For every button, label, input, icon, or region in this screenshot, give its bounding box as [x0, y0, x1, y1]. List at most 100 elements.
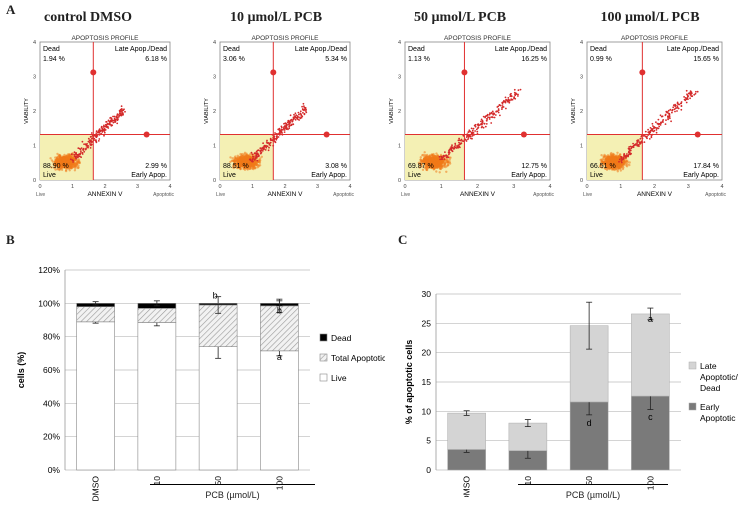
scatter-dot — [612, 157, 615, 161]
scatter-dot — [668, 116, 671, 118]
scatter-dot — [457, 146, 460, 149]
scatter-dot — [72, 165, 75, 168]
scatter-dot — [629, 149, 632, 152]
scatter-dot — [603, 161, 607, 165]
gate-handle-right — [694, 131, 701, 138]
scatter-dot — [496, 106, 499, 108]
scatter-dot — [497, 109, 500, 112]
flow-plot-50: APOPTOSIS PROFILE Dead 1.13 % Late Apop./De… — [389, 35, 554, 198]
scatter-dot — [438, 164, 441, 167]
scatter-dot — [432, 162, 436, 165]
y-tick-label: 120% — [38, 265, 60, 275]
scatter-dot — [69, 166, 72, 169]
scatter-dot — [614, 155, 618, 158]
scatter-dot — [686, 94, 689, 97]
scatter-dot — [299, 116, 301, 119]
scatter-dot — [659, 114, 662, 117]
bar-late-apoptotic-dead — [508, 422, 548, 451]
bar-late-apoptotic-dead — [447, 412, 486, 450]
chart-b: 0% 20% 40% 60% 80% 100% 120% cells (%) control D… — [16, 265, 385, 502]
scatter-dot — [689, 90, 692, 93]
x-tick-label: 50 — [213, 476, 223, 486]
scatter-dot — [514, 94, 517, 97]
scatter-dot — [492, 112, 495, 115]
scatter-dot — [85, 148, 87, 150]
scatter-dot — [249, 159, 252, 162]
scatter-dot — [100, 126, 103, 129]
bar-late-apoptotic-dead — [631, 313, 670, 397]
scatter-points — [598, 89, 699, 173]
quadrant-early-label: Early Apop. — [131, 172, 167, 179]
scatter-dot — [622, 159, 625, 162]
scatter-dot — [475, 128, 478, 131]
scatter-dot — [239, 152, 242, 156]
chart-b-xlabel: PCB (µmol/L) — [205, 490, 260, 500]
y-tick-label: 0 — [213, 178, 216, 184]
x-left-label: Live — [401, 192, 410, 198]
x-tick-label: 1 — [71, 184, 74, 190]
scatter-dot — [472, 127, 475, 130]
y-tick-label: 3 — [213, 75, 216, 81]
quadrant-dead-pct: 0.99 % — [590, 56, 612, 63]
scatter-dot — [64, 169, 68, 173]
scatter-dot — [619, 166, 623, 169]
scatter-dot — [305, 111, 308, 114]
scatter-dot — [60, 166, 63, 169]
flow-plot-control: APOPTOSIS PROFILE Dead 1.94 % Late Apop./De… — [24, 35, 174, 198]
scatter-dot — [498, 104, 501, 107]
scatter-dot — [489, 112, 492, 115]
y-tick-label: 80% — [43, 332, 60, 342]
scatter-dot — [657, 127, 660, 130]
scatter-dot — [467, 138, 469, 141]
quadrant-live-pct: 88.90 % — [43, 163, 69, 170]
scatter-dot — [74, 162, 77, 166]
scatter-dot — [419, 160, 422, 163]
scatter-dot — [284, 127, 287, 129]
scatter-dot — [257, 154, 260, 157]
significance-label: a — [648, 314, 653, 324]
scatter-dot — [95, 136, 98, 139]
scatter-dot — [114, 118, 117, 121]
scatter-dot — [608, 167, 611, 171]
quadrant-live-label: Live — [408, 172, 421, 179]
x-tick-label: 3 — [512, 184, 515, 190]
scatter-dot — [501, 108, 503, 110]
scatter-dot — [665, 119, 667, 121]
scatter-dot — [428, 161, 431, 165]
y-tick-label: 3 — [580, 75, 583, 81]
scatter-dot — [68, 154, 71, 157]
quadrant-dead-label: Dead — [590, 46, 607, 53]
panel-label-b: B — [6, 232, 15, 247]
scatter-dot — [470, 137, 472, 140]
quadrant-live-label: Live — [223, 172, 236, 179]
scatter-dot — [505, 100, 507, 102]
scatter-dot — [620, 157, 623, 160]
scatter-dot — [79, 148, 82, 151]
x-axis-label: ANNEXIN V — [637, 191, 673, 198]
scatter-dot — [256, 153, 258, 156]
scatter-dot — [688, 92, 691, 94]
scatter-dot — [611, 168, 614, 171]
scatter-dot — [298, 113, 300, 116]
scatter-dot — [417, 161, 421, 164]
scatter-dot — [89, 147, 92, 149]
scatter-dot — [676, 105, 679, 108]
scatter-dot — [483, 122, 486, 125]
scatter-dot — [423, 160, 426, 163]
scatter-dot — [674, 110, 676, 113]
scatter-dot — [289, 124, 291, 127]
y-tick-label: 20 — [422, 348, 432, 358]
scatter-dot — [655, 121, 657, 124]
scatter-dot — [116, 122, 119, 125]
scatter-dot — [480, 118, 483, 121]
scatter-dot — [287, 119, 290, 122]
scatter-dot — [432, 165, 435, 168]
scatter-dot — [262, 142, 264, 145]
scatter-dot — [659, 124, 662, 126]
scatter-dot — [107, 123, 110, 125]
scatter-dot — [680, 108, 683, 111]
scatter-dot — [435, 170, 438, 173]
scatter-dot — [59, 156, 62, 159]
scatter-dot — [102, 126, 105, 128]
scatter-dot — [246, 167, 249, 170]
